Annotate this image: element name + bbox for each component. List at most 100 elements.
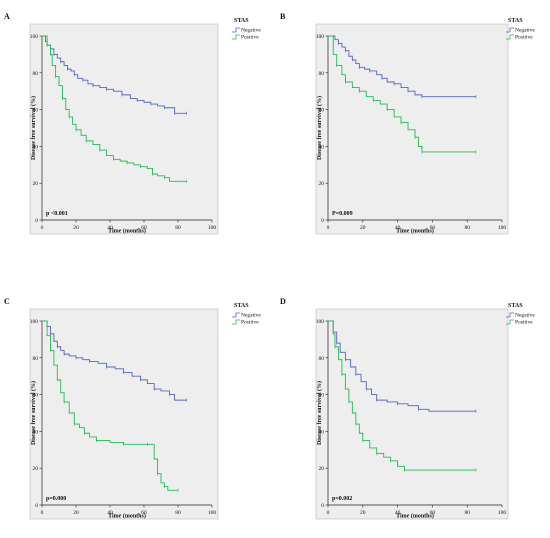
legend-label: Negative bbox=[515, 28, 535, 34]
y-tick-label: 80 bbox=[33, 71, 39, 77]
panel-b: B 0 20 40 60 80 100 0 20 40 60 80 100 Time (months) Di… bbox=[278, 10, 548, 255]
legend-label: Positive bbox=[241, 35, 259, 41]
legend-label: Negative bbox=[241, 313, 261, 319]
p-value: p <0.001 bbox=[46, 211, 68, 217]
y-tick-label: 0 bbox=[35, 503, 38, 509]
legend-swatch bbox=[232, 312, 240, 318]
panel-c: C 0 20 40 60 80 100 0 20 40 60 80 100 Time (months) Di… bbox=[2, 295, 277, 538]
x-tick-label: 20 bbox=[73, 225, 79, 231]
legend-title: STAS bbox=[508, 303, 523, 309]
y-tick-label: 80 bbox=[319, 71, 325, 77]
x-tick-label: 100 bbox=[208, 510, 217, 516]
km-plot-d: D 0 20 40 60 80 100 0 20 40 60 80 100 Time (months) Di… bbox=[280, 297, 535, 520]
legend-label: Positive bbox=[515, 35, 533, 41]
km-plot-a: A 0 20 40 60 80 100 0 20 40 60 80 100 Time (months) Di… bbox=[4, 12, 261, 235]
x-tick-label: 40 bbox=[107, 225, 113, 231]
y-axis-title: Disease free survival (%) bbox=[30, 96, 37, 160]
km-curve-positive bbox=[42, 320, 178, 491]
y-tick-label: 60 bbox=[33, 393, 39, 399]
x-tick-label: 0 bbox=[327, 510, 330, 516]
x-tick-label: 40 bbox=[395, 225, 401, 231]
legend-title: STAS bbox=[508, 18, 523, 24]
x-tick-label: 60 bbox=[430, 225, 436, 231]
legend-swatch bbox=[232, 27, 240, 33]
x-axis-title: Time (months) bbox=[396, 228, 434, 235]
panel-label: C bbox=[4, 297, 10, 306]
x-tick-label: 80 bbox=[175, 225, 181, 231]
y-tick-label: 40 bbox=[319, 429, 325, 435]
km-curve-positive bbox=[42, 35, 187, 182]
x-tick-label: 20 bbox=[360, 225, 366, 231]
km-plot-c: C 0 20 40 60 80 100 0 20 40 60 80 100 Time (months) Di… bbox=[4, 297, 261, 520]
panel-label: B bbox=[280, 12, 286, 21]
panel-a: A 0 20 40 60 80 100 0 20 40 60 80 100 Time (months) Di… bbox=[2, 10, 277, 255]
legend-swatch bbox=[232, 319, 240, 325]
legend-swatch bbox=[506, 34, 514, 40]
p-value: P=0.009 bbox=[332, 211, 353, 217]
y-tick-label: 60 bbox=[319, 393, 325, 399]
y-tick-label: 40 bbox=[33, 144, 39, 150]
x-tick-label: 100 bbox=[498, 225, 507, 231]
x-tick-label: 0 bbox=[41, 510, 44, 516]
y-tick-label: 20 bbox=[319, 181, 325, 187]
x-tick-label: 40 bbox=[107, 510, 113, 516]
x-tick-label: 60 bbox=[141, 510, 147, 516]
y-tick-label: 100 bbox=[316, 319, 325, 325]
legend-swatch bbox=[506, 312, 514, 318]
y-axis-title: Disease free survival (%) bbox=[316, 96, 323, 160]
legend-title: STAS bbox=[234, 303, 249, 309]
x-tick-label: 80 bbox=[464, 510, 470, 516]
x-tick-label: 100 bbox=[208, 225, 217, 231]
legend-swatch bbox=[232, 34, 240, 40]
x-tick-label: 0 bbox=[41, 225, 44, 231]
km-plot-b: B 0 20 40 60 80 100 0 20 40 60 80 100 Time (months) Di… bbox=[280, 12, 535, 235]
legend-label: Negative bbox=[241, 28, 261, 34]
x-tick-label: 60 bbox=[141, 225, 147, 231]
plot-area bbox=[315, 23, 509, 235]
x-tick-label: 40 bbox=[395, 510, 401, 516]
y-tick-label: 100 bbox=[30, 34, 39, 40]
x-axis-title: Time (months) bbox=[108, 513, 146, 520]
legend-swatch bbox=[506, 27, 514, 33]
legend-label: Positive bbox=[515, 320, 533, 326]
plot-area bbox=[315, 308, 509, 520]
legend-swatch bbox=[506, 319, 514, 325]
y-tick-label: 20 bbox=[33, 181, 39, 187]
panel-label: D bbox=[280, 297, 286, 306]
y-tick-label: 60 bbox=[33, 108, 39, 114]
y-tick-label: 20 bbox=[319, 466, 325, 472]
y-tick-label: 0 bbox=[321, 503, 324, 509]
x-tick-label: 20 bbox=[360, 510, 366, 516]
y-tick-label: 80 bbox=[319, 356, 325, 362]
plot-area bbox=[29, 308, 219, 520]
km-curve-positive bbox=[328, 320, 476, 471]
km-curve-negative bbox=[328, 320, 476, 412]
panel-label: A bbox=[4, 12, 10, 21]
legend-label: Positive bbox=[241, 320, 259, 326]
y-tick-label: 20 bbox=[33, 466, 39, 472]
x-tick-label: 80 bbox=[464, 225, 470, 231]
y-tick-label: 60 bbox=[319, 108, 325, 114]
y-tick-label: 40 bbox=[319, 144, 325, 150]
y-tick-label: 100 bbox=[316, 34, 325, 40]
x-tick-label: 20 bbox=[73, 510, 79, 516]
legend-label: Negative bbox=[515, 313, 535, 319]
x-tick-label: 80 bbox=[175, 510, 181, 516]
p-value: p=0.000 bbox=[46, 496, 66, 502]
x-tick-label: 100 bbox=[498, 510, 507, 516]
y-axis-title: Disease free survival (%) bbox=[316, 381, 323, 445]
y-tick-label: 100 bbox=[30, 319, 39, 325]
y-tick-label: 40 bbox=[33, 429, 39, 435]
x-axis-title: Time (months) bbox=[396, 513, 434, 520]
y-tick-label: 0 bbox=[35, 218, 38, 224]
legend-title: STAS bbox=[234, 18, 249, 24]
plot-area bbox=[29, 23, 219, 235]
x-tick-label: 60 bbox=[430, 510, 436, 516]
y-tick-label: 0 bbox=[321, 218, 324, 224]
y-tick-label: 80 bbox=[33, 356, 39, 362]
y-axis-title: Disease free survival (%) bbox=[30, 381, 37, 445]
panel-d: D 0 20 40 60 80 100 0 20 40 60 80 100 Time (months) Di… bbox=[278, 295, 548, 538]
x-axis-title: Time (months) bbox=[108, 228, 146, 235]
km-curve-positive bbox=[328, 35, 476, 153]
x-tick-label: 0 bbox=[327, 225, 330, 231]
